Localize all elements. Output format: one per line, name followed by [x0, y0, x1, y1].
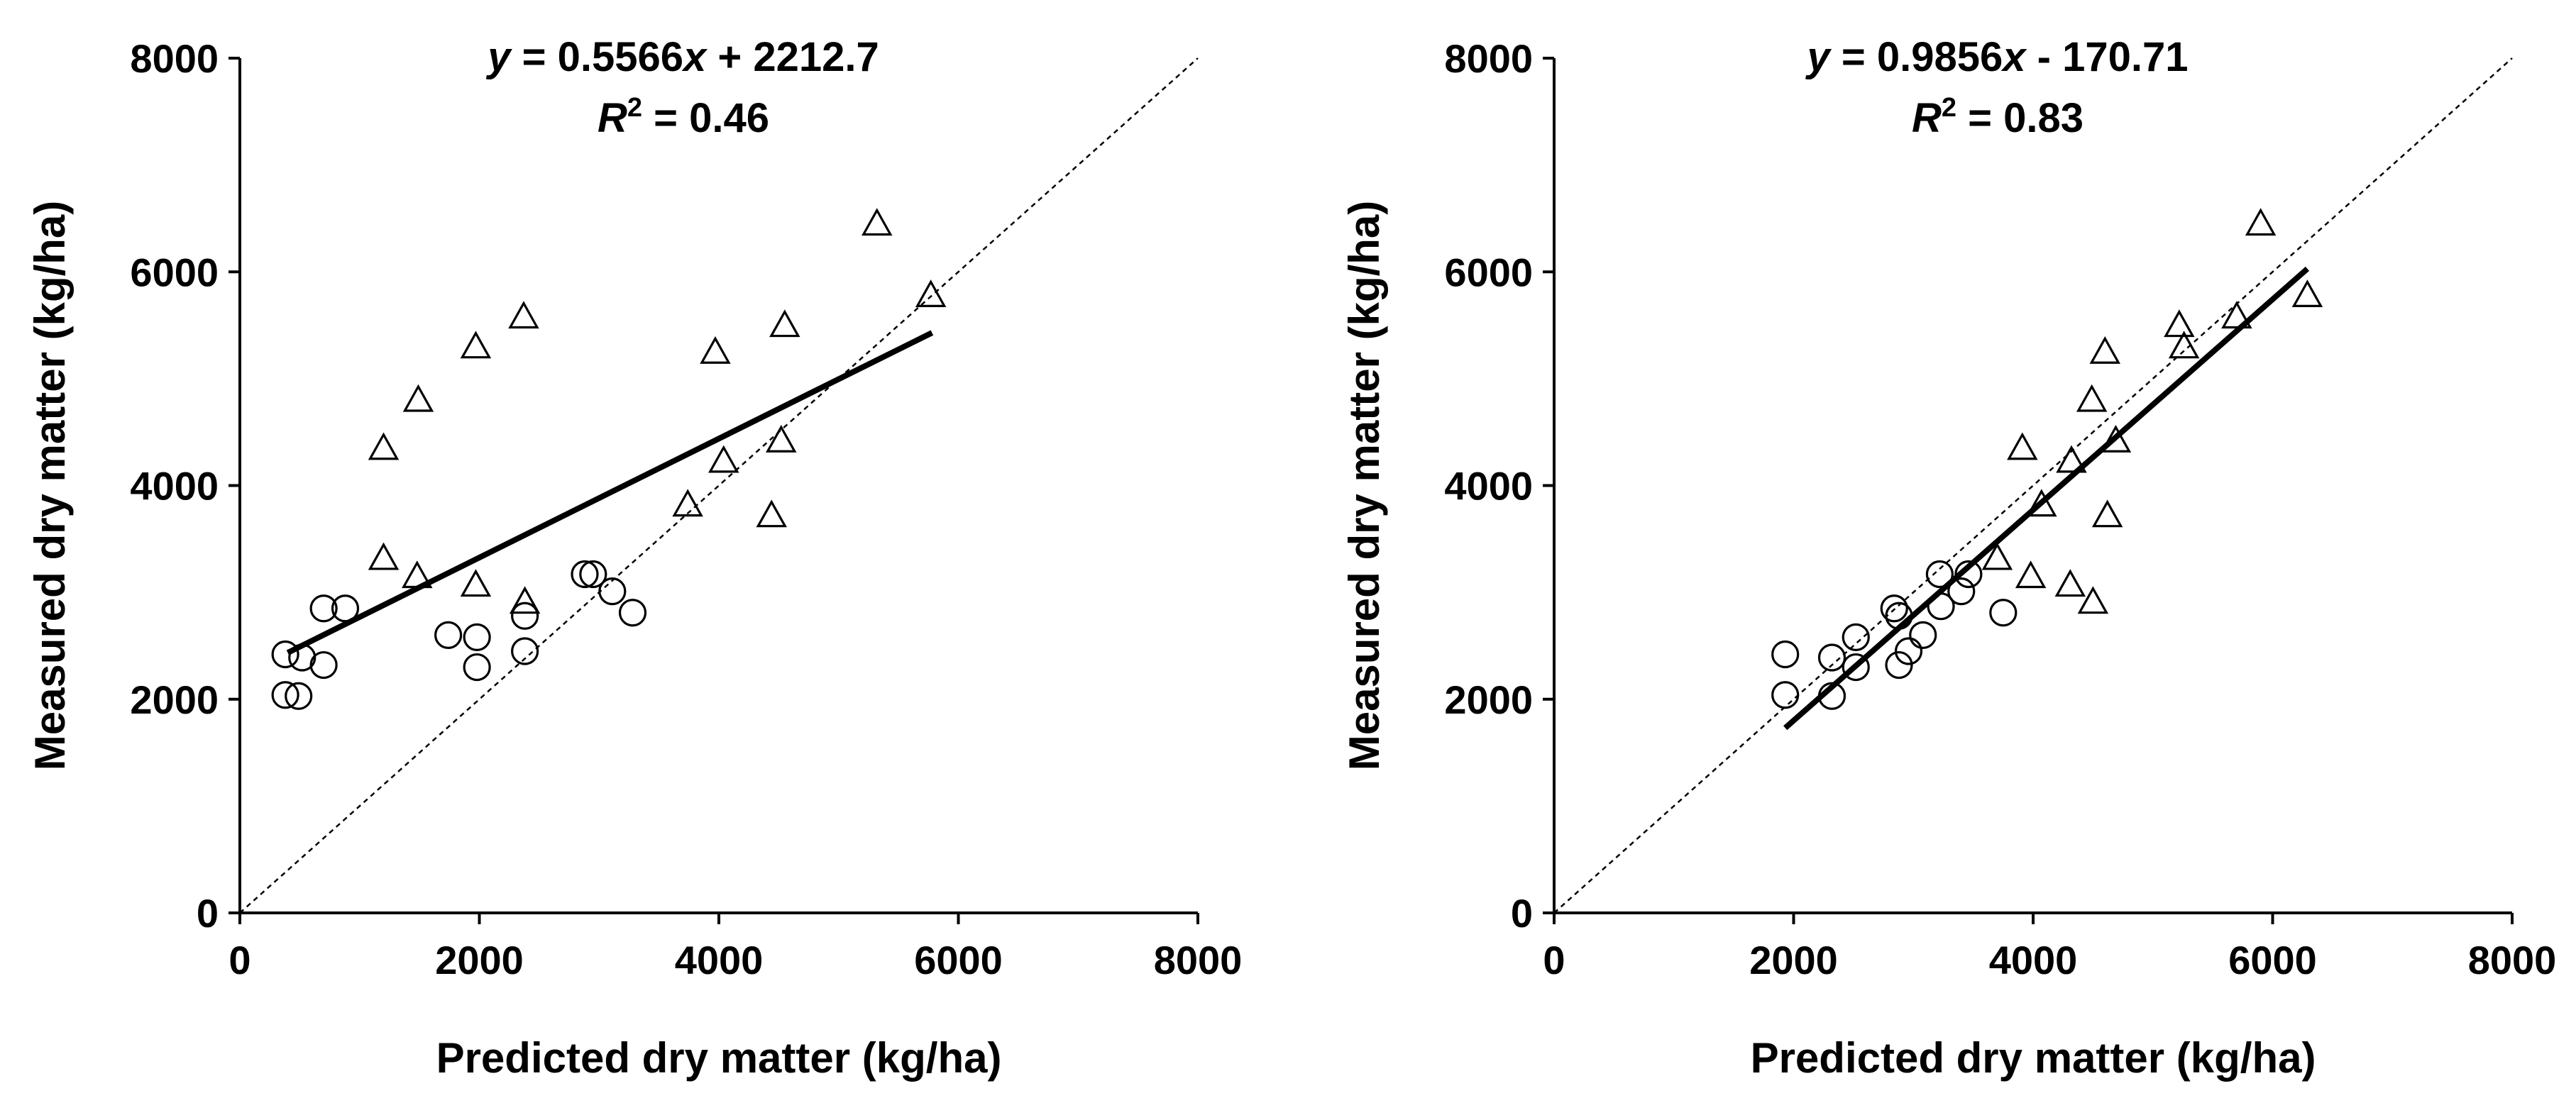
chart-1-y-tick-label: 2000	[130, 677, 219, 722]
chart-2-equation: y = 0.9856x - 170.71	[1805, 34, 2189, 80]
chart-2-triangle-point	[2007, 432, 2038, 460]
chart-1-circle-point	[309, 594, 338, 623]
chart-2-y-tick-label: 2000	[1444, 677, 1533, 722]
chart-1-circle-point	[434, 621, 463, 649]
chart-1-y-tick-label: 8000	[130, 36, 219, 81]
chart-2-circle-point	[1954, 560, 1983, 589]
chart-1-circle-point	[309, 650, 338, 680]
chart-1-triangle-point	[508, 301, 539, 329]
chart-1-r-squared: R2 = 0.46	[598, 93, 769, 141]
chart-1-circle-point	[598, 577, 627, 606]
chart-2-triangle-point	[2076, 384, 2108, 412]
chart-2-circle-point	[1817, 643, 1846, 672]
chart-1-triangle-point	[708, 445, 739, 473]
chart-1-x-tick-label: 6000	[914, 938, 1003, 982]
chart-2-triangle-point	[2168, 331, 2200, 359]
chart-1-triangle-point	[460, 331, 492, 359]
chart-1-y-axis-label: Measured dry matter (kg/ha)	[26, 201, 74, 771]
chart-2-r-squared: R2 = 0.83	[1912, 93, 2084, 141]
chart-2-y-tick-label: 4000	[1444, 464, 1533, 509]
chart-1-triangle-point	[915, 279, 947, 307]
chart-2: 0 2000 4000 6000 8000 0 2000 4000 6000 8000 Predic…	[1341, 34, 2556, 1082]
chart-2-triangle-point	[2164, 309, 2195, 338]
chart-2-triangle-point	[2026, 489, 2057, 517]
chart-1-circle-point	[463, 653, 491, 682]
chart-1-x-tick-label: 4000	[675, 938, 764, 982]
chart-1-triangle-point	[368, 432, 400, 460]
chart-2-x-tick-label: 8000	[2468, 938, 2557, 982]
chart-1-circle-point	[571, 560, 599, 589]
chart-1-triangle-point	[756, 499, 787, 528]
chart-1-triangle-point	[769, 309, 800, 338]
chart-2-triangle-point	[2091, 499, 2123, 528]
chart-1-circle-point	[463, 623, 491, 651]
chart-2-triangle-point	[2100, 424, 2132, 453]
chart-2-y-tick-label: 8000	[1444, 36, 1533, 81]
chart-2-circle-point	[1771, 640, 1800, 669]
chart-2-x-tick-label: 0	[1543, 938, 1565, 982]
chart-2-triangle-point	[2015, 560, 2047, 589]
chart-1-circle-point	[285, 682, 313, 710]
chart-2-circle-point	[1771, 681, 1800, 709]
chart-1-triangle-point	[402, 384, 434, 412]
chart-2-regression-line	[1783, 266, 2310, 731]
chart-1-one-to-one-line	[239, 57, 1199, 914]
chart-1-regression-line	[286, 330, 934, 655]
chart-2-circle-point	[1989, 599, 2018, 627]
chart-1-circle-point	[511, 637, 539, 665]
chart-2-circle-point	[1880, 594, 1908, 623]
chart-1-triangle-point	[368, 542, 400, 570]
chart-1-triangle-point	[509, 586, 541, 614]
chart-2-circle-point	[1925, 560, 1954, 589]
chart-1-circle-point	[271, 681, 299, 709]
chart-1-circle-point	[618, 599, 647, 627]
chart-2-y-tick-label: 6000	[1444, 250, 1533, 294]
chart-1-circle-point	[271, 640, 299, 669]
chart-2-y-tick-label: 0	[1511, 891, 1533, 936]
chart-2-triangle-point	[2054, 569, 2086, 597]
chart-2-triangle-point	[2245, 208, 2277, 236]
chart-1-triangle-point	[766, 424, 797, 453]
chart-1-triangle-point	[700, 336, 731, 364]
chart-2-one-to-one-line	[1553, 57, 2513, 914]
chart-2-triangle-point	[2056, 445, 2087, 473]
chart-2-circle-point	[1894, 637, 1923, 665]
chart-1-x-tick-label: 2000	[435, 938, 524, 982]
chart-2-triangle-point	[2291, 279, 2323, 307]
chart-2-triangle-point	[2077, 586, 2109, 614]
chart-1-triangle-point	[672, 489, 703, 517]
chart-1-circle-point	[511, 602, 539, 630]
chart-1-y-tick-label: 0	[197, 891, 219, 936]
chart-1-x-axis-label: Predicted dry matter (kg/ha)	[436, 1034, 1002, 1082]
chart-2-circle-point	[1947, 577, 1976, 606]
chart-1-triangle-point	[460, 569, 492, 597]
chart-1-triangle-point	[862, 208, 893, 236]
chart-1-x-tick-label: 0	[229, 938, 251, 982]
chart-2-circle-point	[1885, 650, 1913, 680]
chart-2-y-axis-label: Measured dry matter (kg/ha)	[1341, 201, 1388, 771]
chart-2-triangle-point	[1981, 542, 2013, 570]
chart-2-circle-point	[1842, 653, 1870, 682]
chart-2-circle-point	[1909, 621, 1937, 649]
chart-2-x-tick-label: 2000	[1749, 938, 1838, 982]
chart-1: 0 2000 4000 6000 8000 0 2000 4000 6000 8000 Predic…	[26, 34, 1242, 1082]
chart-2-circle-point	[1842, 623, 1870, 651]
chart-1-y-tick-label: 6000	[130, 250, 219, 294]
chart-2-x-tick-label: 6000	[2228, 938, 2317, 982]
chart-1-y-tick-label: 4000	[130, 464, 219, 509]
chart-1-equation: y = 0.5566x + 2212.7	[485, 34, 879, 80]
chart-2-x-tick-label: 4000	[1989, 938, 2078, 982]
chart-1-x-tick-label: 8000	[1154, 938, 1243, 982]
chart-2-triangle-point	[2089, 336, 2120, 364]
chart-2-x-axis-label: Predicted dry matter (kg/ha)	[1751, 1034, 2316, 1082]
chart-1-circle-point	[579, 560, 607, 589]
